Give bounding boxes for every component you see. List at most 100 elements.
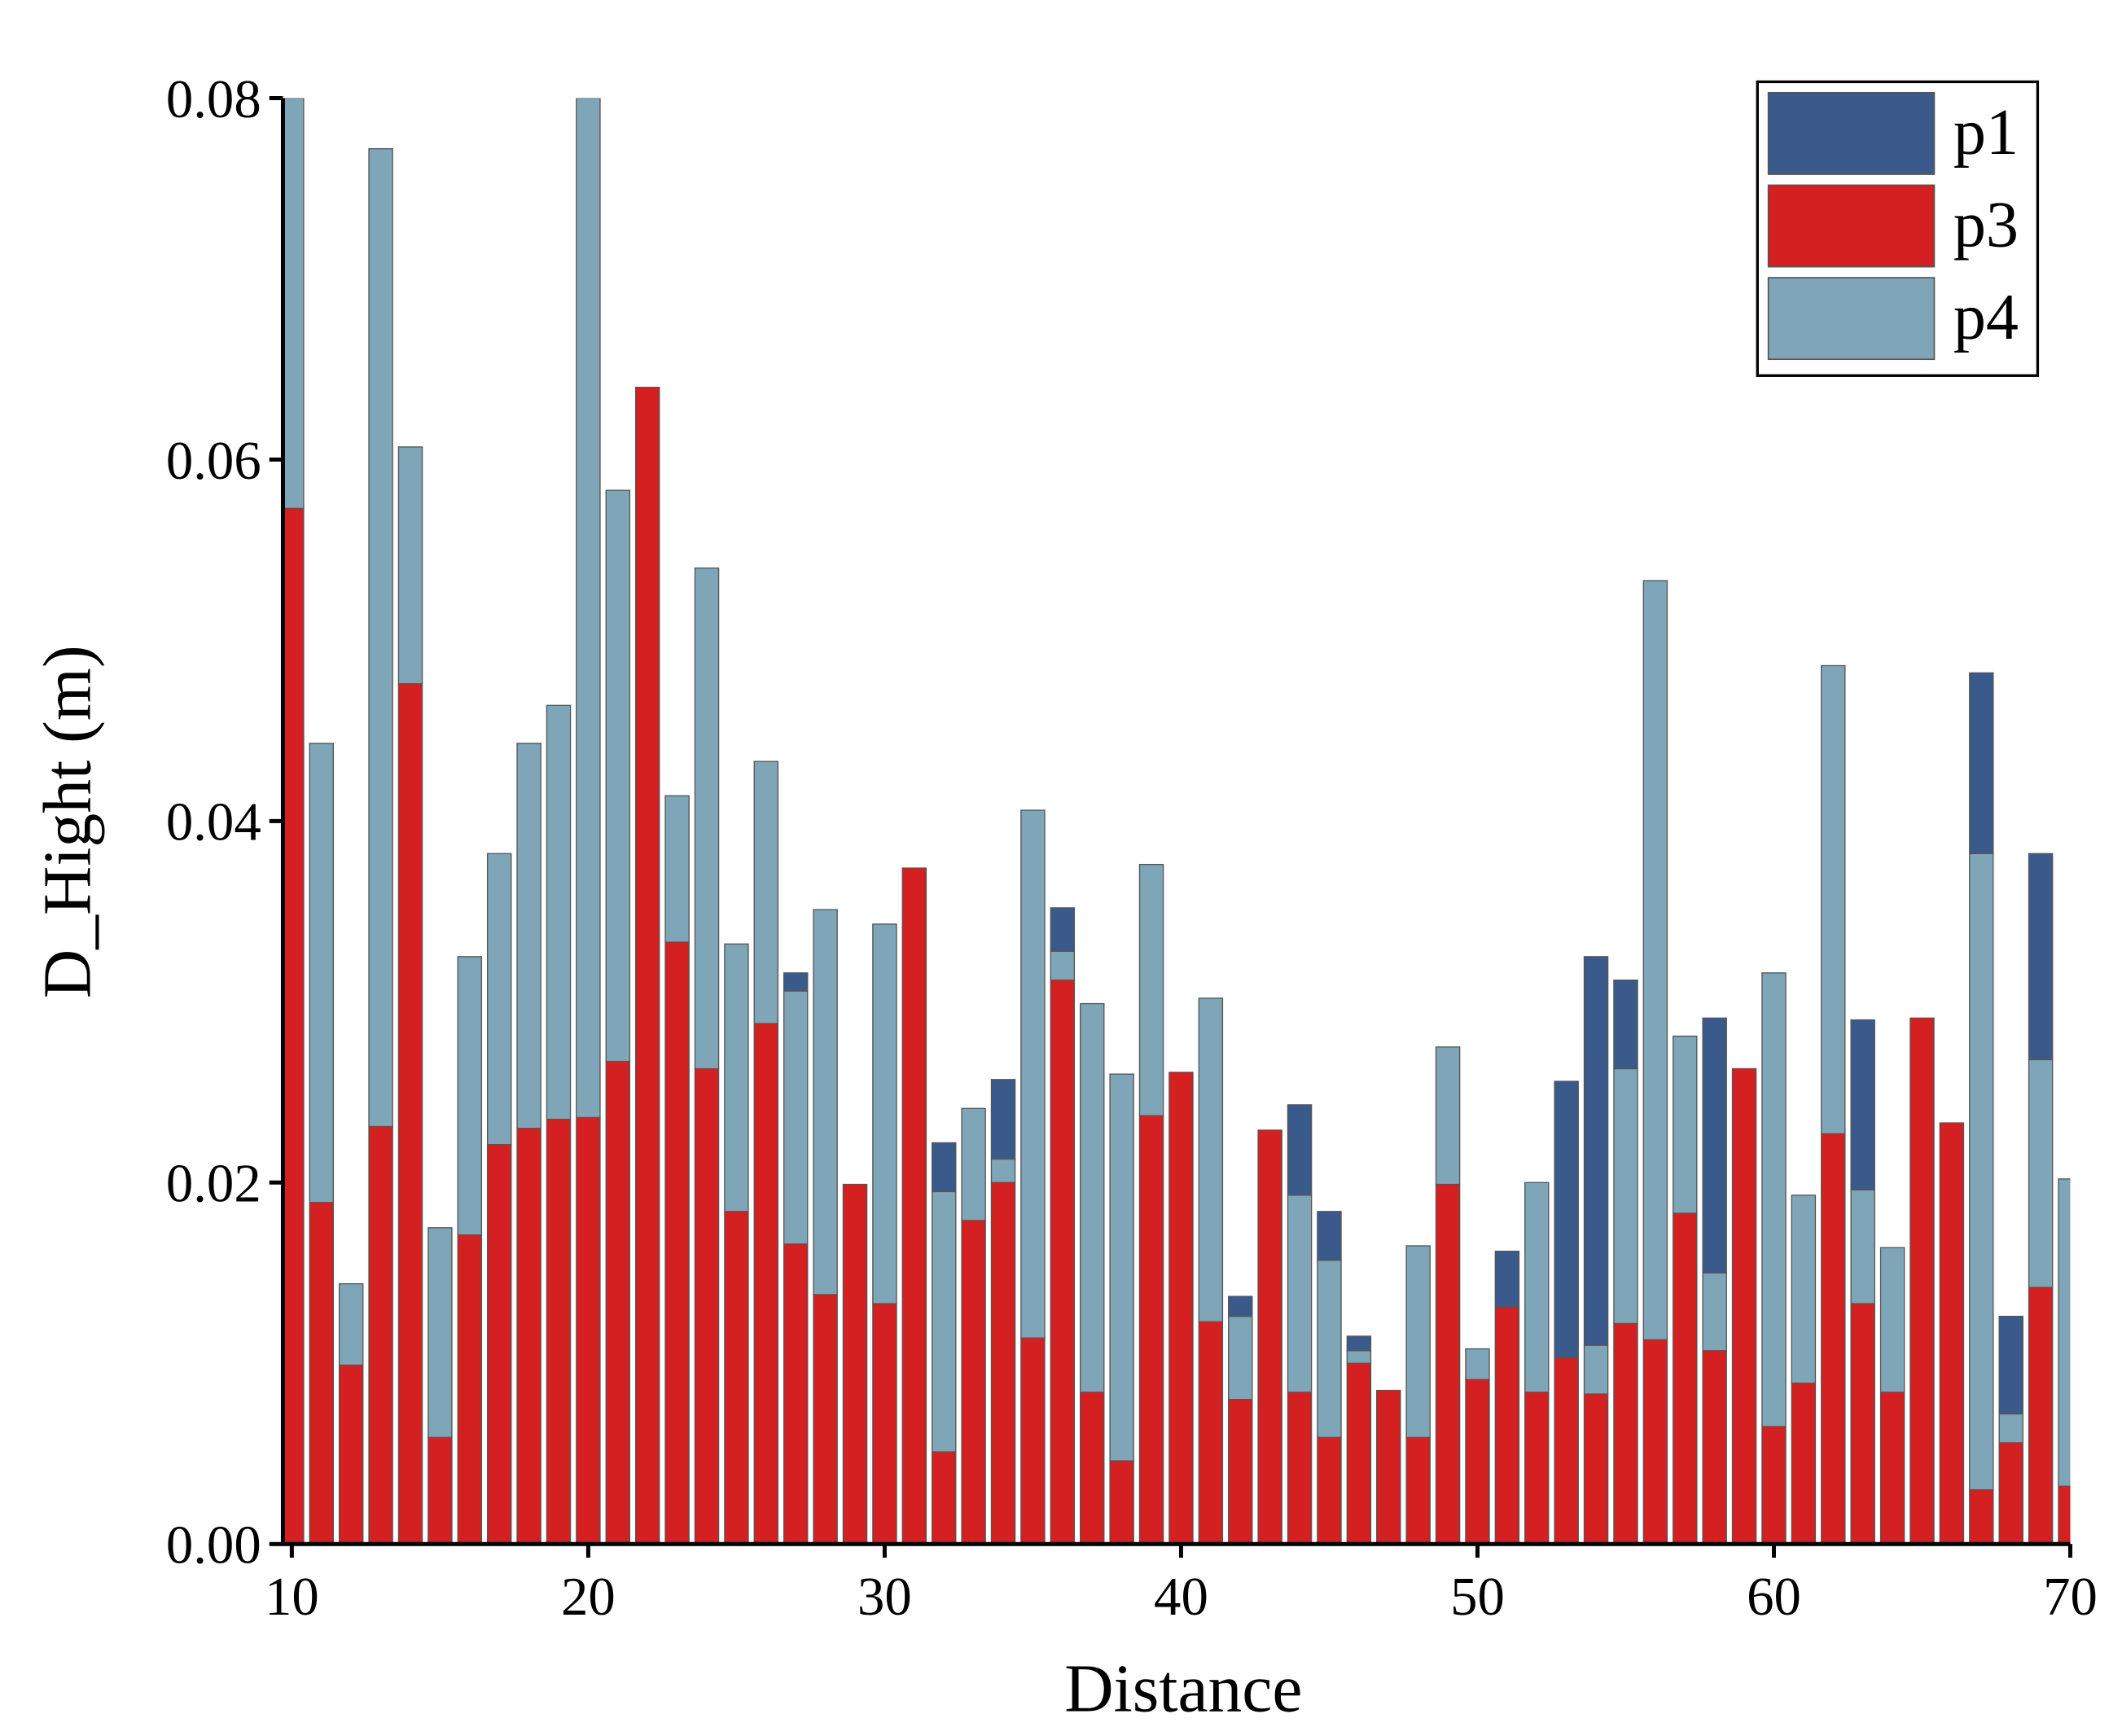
bar-segment	[1524, 1392, 1550, 1545]
bar-segment	[283, 98, 305, 510]
bar-segment	[1494, 1250, 1520, 1309]
bar-segment	[1020, 809, 1046, 1339]
bar-segment	[1465, 1379, 1490, 1545]
bar-segment	[1346, 1335, 1372, 1352]
bar-segment	[1791, 1195, 1817, 1384]
x-tick-label: 50	[1450, 1567, 1505, 1627]
bar-segment	[1850, 1303, 1875, 1545]
bar-segment	[961, 1220, 986, 1545]
bar-segment	[664, 941, 690, 1545]
bar-segment	[1080, 1002, 1105, 1393]
bar-segment	[961, 1107, 986, 1221]
bar-segment	[1138, 863, 1164, 1116]
bar-segment	[1020, 1337, 1046, 1545]
bar-segment	[397, 446, 423, 685]
bar-segment	[1198, 1321, 1224, 1545]
bar-segment	[457, 1234, 483, 1545]
bar-segment	[724, 943, 749, 1212]
legend-swatch	[1767, 184, 1936, 268]
bar-segment	[1673, 1212, 1698, 1545]
bar-segment	[1228, 1295, 1253, 1317]
bar-segment	[1583, 956, 1609, 1346]
bar-segment	[368, 147, 393, 1128]
bar-segment	[1969, 1488, 1994, 1545]
bar-segment	[546, 1118, 572, 1545]
bar-segment	[1702, 1350, 1727, 1545]
bar-segment	[1850, 1019, 1875, 1190]
bar-segment	[1405, 1245, 1431, 1438]
bar-segment	[1554, 1081, 1579, 1359]
bar-segment	[1435, 1183, 1461, 1545]
bar-segment	[1080, 1392, 1105, 1545]
y-tick-label: 0.06	[166, 431, 261, 491]
bar-segment	[576, 98, 601, 1119]
bar-segment	[1376, 1389, 1401, 1545]
bar-segment	[1879, 1247, 1905, 1393]
bar-segment	[932, 1451, 957, 1545]
bar-segment	[1287, 1104, 1313, 1196]
x-tick-label: 70	[2043, 1567, 2098, 1627]
bar-segment	[486, 1144, 512, 1545]
legend-label: p4	[1953, 282, 2019, 353]
bar-segment	[1791, 1383, 1817, 1545]
legend-swatch	[1767, 277, 1936, 361]
y-axis-label: D_Hight (m)	[30, 645, 105, 998]
bar-segment	[1435, 1046, 1461, 1186]
bar-segment	[1939, 1122, 1965, 1545]
bar-segment	[1287, 1195, 1313, 1393]
legend-label: p3	[1953, 190, 2019, 261]
bar-segment	[427, 1227, 453, 1438]
bar-segment	[872, 923, 897, 1304]
bar-segment	[1879, 1392, 1905, 1545]
bar-segment	[427, 1436, 453, 1545]
bar-segment	[1969, 672, 1994, 854]
bar-segment	[309, 743, 335, 1203]
bar-segment	[309, 1202, 335, 1545]
bar-segment	[605, 489, 631, 1063]
bar-segment	[486, 853, 512, 1146]
y-tick-label: 0.04	[166, 792, 261, 853]
bar-segment	[1050, 907, 1076, 952]
bar-segment	[1998, 1442, 2023, 1545]
bar-segment	[1821, 664, 1846, 1135]
bar-segment	[664, 795, 690, 943]
bar-segment	[1821, 1133, 1846, 1545]
bar-segment	[605, 1060, 631, 1545]
y-tick-label: 0.08	[166, 69, 261, 129]
bar-segment	[1969, 853, 1994, 1491]
bar-segment	[1998, 1315, 2023, 1415]
bar-segment	[1642, 1339, 1668, 1545]
bar-segment	[1405, 1436, 1431, 1545]
bar-segment	[1465, 1348, 1490, 1380]
bar-segment	[1909, 1017, 1935, 1545]
bar-segment	[1198, 997, 1224, 1322]
bar-segment	[872, 1303, 897, 1545]
bar-segment	[634, 386, 660, 1545]
bars	[283, 98, 2071, 1545]
bar-segment	[2028, 1287, 2054, 1545]
x-axis-label: Distance	[1064, 1652, 1302, 1727]
bar-segment	[1050, 980, 1076, 1545]
bar-segment	[1228, 1399, 1253, 1545]
y-tick-label: 0.02	[166, 1154, 261, 1214]
x-tick-label: 20	[561, 1567, 616, 1627]
bar-segment	[783, 972, 809, 992]
bar-segment	[2058, 1485, 2071, 1545]
bar-segment	[576, 1116, 601, 1545]
bar-segment	[2058, 1178, 2071, 1487]
legend: p1 p3 p4	[1756, 80, 2040, 377]
bar-segment	[813, 909, 838, 1295]
bar-segment	[1761, 972, 1787, 1427]
bar-segment	[368, 1125, 393, 1545]
bar-segment	[783, 1243, 809, 1545]
axes: 0.00 0.02 0.04 0.06 0.08 10 20 30 40 50 60 70	[166, 69, 2098, 1627]
bar-segment	[338, 1364, 364, 1545]
bar-segment	[753, 1023, 779, 1545]
bar-segment	[1583, 1393, 1609, 1545]
bar-segment	[1761, 1426, 1787, 1545]
bar-segment	[724, 1211, 749, 1545]
bar-segment	[1138, 1115, 1164, 1545]
x-tick-label: 30	[857, 1567, 912, 1627]
